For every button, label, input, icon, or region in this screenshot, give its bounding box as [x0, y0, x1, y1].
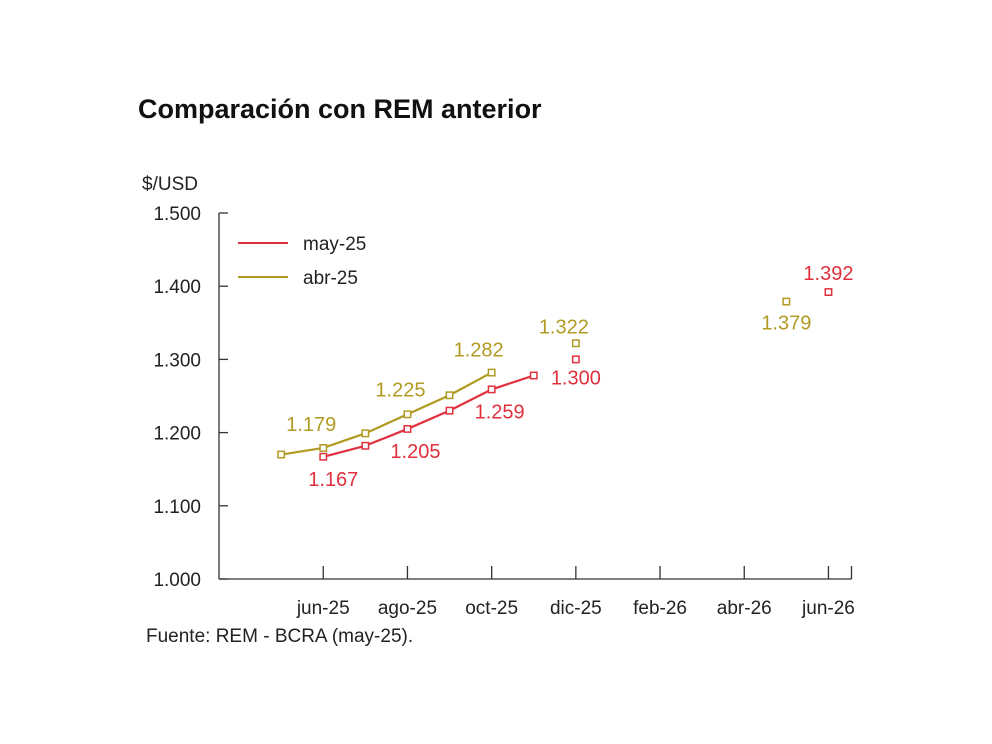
- data-point-marker: [571, 339, 580, 348]
- data-label: 1.179: [286, 414, 336, 436]
- data-label: 1.322: [539, 316, 589, 338]
- x-tick-label: feb-26: [633, 598, 687, 619]
- data-point-marker: [824, 288, 833, 297]
- x-tick-label: oct-25: [465, 598, 518, 619]
- data-point-marker: [319, 452, 328, 461]
- series-line-may-25: [322, 374, 535, 458]
- data-point-marker: [529, 371, 538, 380]
- data-point-marker: [487, 368, 496, 377]
- data-point-marker: [487, 385, 496, 394]
- data-point-marker: [361, 441, 370, 450]
- data-point-marker: [403, 410, 412, 419]
- x-tick-label: dic-25: [550, 598, 602, 619]
- chart-source: Fuente: REM - BCRA (may-25).: [146, 626, 414, 647]
- x-tick-label: jun-26: [801, 598, 855, 619]
- x-tick-label: abr-26: [717, 598, 772, 619]
- data-label: 1.282: [454, 340, 504, 362]
- chart-title: Comparación con REM anterior: [138, 94, 542, 124]
- x-tick-label: jun-25: [296, 598, 350, 619]
- y-axis-unit-label: $/USD: [142, 174, 198, 195]
- y-tick-label: 1.100: [153, 497, 201, 518]
- y-tick-label: 1.400: [153, 277, 201, 298]
- legend-label: abr-25: [303, 268, 358, 289]
- data-label: 1.225: [375, 379, 425, 401]
- data-point-marker: [571, 355, 580, 364]
- data-point-marker: [277, 450, 286, 459]
- y-tick-label: 1.000: [153, 570, 201, 591]
- data-label: 1.300: [551, 367, 601, 389]
- data-label: 1.379: [761, 313, 811, 335]
- x-tick-label: ago-25: [378, 598, 437, 619]
- data-point-marker: [403, 424, 412, 433]
- legend-label: may-25: [303, 234, 366, 255]
- data-point-marker: [445, 391, 454, 400]
- data-label: 1.392: [803, 263, 853, 285]
- data-point-marker: [319, 444, 328, 452]
- data-point-marker: [445, 406, 454, 415]
- data-label: 1.205: [390, 441, 440, 463]
- data-label: 1.259: [475, 401, 525, 423]
- y-tick-label: 1.300: [153, 350, 201, 371]
- data-label: 1.167: [308, 469, 358, 491]
- data-point-marker: [361, 429, 370, 438]
- series-line-abr-25: [280, 371, 493, 456]
- y-tick-label: 1.200: [153, 424, 201, 445]
- data-point-marker: [782, 297, 791, 306]
- y-tick-label: 1.500: [153, 204, 201, 225]
